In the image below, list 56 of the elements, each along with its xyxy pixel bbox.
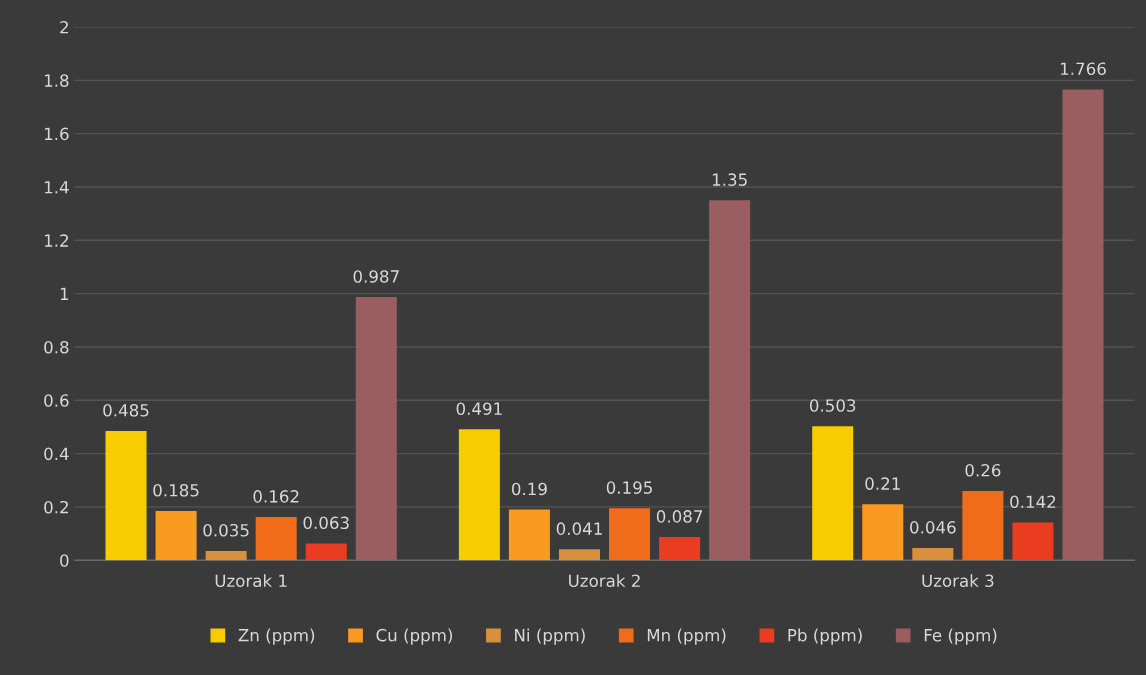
- y-tick-label: 0.2: [44, 500, 68, 514]
- y-tick-label: 0.6: [44, 394, 69, 407]
- data-label: 0.195: [606, 481, 652, 494]
- data-label: 0.162: [253, 490, 299, 503]
- bar: [105, 430, 147, 561]
- legend-label: Fe (ppm): [924, 628, 997, 645]
- bar: [508, 509, 550, 561]
- data-label: 0.491: [456, 402, 502, 415]
- x-tick-label: Uzorak 1: [215, 574, 287, 588]
- bar: [912, 547, 954, 561]
- bar: [709, 200, 751, 561]
- bar: [155, 510, 197, 561]
- data-label: 0.041: [556, 522, 602, 535]
- legend-label: Pb (ppm): [788, 628, 862, 645]
- data-label: 0.21: [865, 477, 900, 490]
- data-label: 0.142: [1010, 495, 1056, 509]
- bar: [1012, 522, 1054, 561]
- bar: [355, 297, 397, 561]
- bar: [255, 517, 297, 561]
- data-label: 0.185: [153, 483, 199, 497]
- data-label: 0.26: [965, 463, 1001, 477]
- legend-label: Ni (ppm): [515, 628, 585, 645]
- bar: [558, 549, 601, 561]
- bar: [458, 429, 500, 561]
- data-label: 0.485: [103, 403, 149, 417]
- y-tick-label: 1.8: [44, 74, 69, 87]
- bar: [205, 550, 247, 561]
- x-tick-label: Uzorak 2: [569, 574, 640, 588]
- data-label: 0.035: [203, 523, 249, 537]
- y-tick-label: 1.2: [44, 234, 68, 247]
- y-tick-label: 0.4: [44, 447, 69, 461]
- data-label: 0.046: [910, 521, 956, 534]
- y-tick-label: 1: [60, 287, 69, 300]
- y-tick-label: 0.8: [44, 340, 69, 354]
- data-label: 0.503: [809, 399, 856, 412]
- bar: [812, 426, 854, 561]
- data-label: 0.087: [656, 510, 703, 523]
- data-label: 0.987: [353, 270, 399, 283]
- data-label: 1.766: [1060, 62, 1106, 76]
- y-tick-label: 1.4: [44, 181, 69, 194]
- bar: [962, 490, 1004, 561]
- legend-label: Cu (ppm): [376, 628, 453, 645]
- y-tick-label: 0: [60, 554, 69, 567]
- data-label: 0.063: [303, 516, 349, 530]
- bar: [1062, 89, 1104, 561]
- data-label: 1.35: [712, 173, 747, 186]
- bar: [659, 537, 701, 561]
- data-label: 0.19: [511, 482, 547, 496]
- legend-label: Zn (ppm): [238, 628, 315, 645]
- y-tick-label: 2: [60, 20, 68, 34]
- bar: [862, 504, 904, 561]
- x-tick-label: Uzorak 3: [922, 574, 994, 588]
- legend-label: Mn (ppm): [647, 628, 726, 645]
- y-tick-label: 1.6: [44, 127, 69, 141]
- bar: [609, 508, 651, 561]
- bar: [305, 543, 347, 561]
